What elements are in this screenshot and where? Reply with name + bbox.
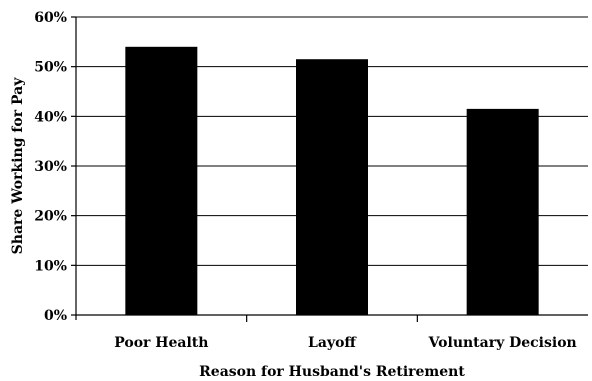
x-tick-label: Voluntary Decision bbox=[428, 335, 577, 351]
y-tick-label: 60% bbox=[34, 10, 67, 26]
x-axis-ticks: Poor Health Layoff Voluntary Decision bbox=[114, 315, 577, 351]
y-tick-label: 10% bbox=[34, 258, 67, 274]
y-axis-title: Share Working for Pay bbox=[10, 77, 26, 255]
y-tick-label: 30% bbox=[34, 159, 67, 175]
x-tick-label: Poor Health bbox=[114, 335, 208, 351]
x-axis-title: Reason for Husband's Retirement bbox=[199, 364, 465, 380]
y-tick-label: 40% bbox=[34, 109, 67, 125]
bar bbox=[125, 46, 198, 316]
axes bbox=[75, 17, 588, 320]
y-tick-label: 20% bbox=[34, 209, 67, 225]
x-tick-label: Layoff bbox=[308, 335, 357, 351]
bar bbox=[466, 108, 539, 315]
y-tick-label: 0% bbox=[44, 308, 67, 324]
y-tick-label: 50% bbox=[34, 60, 67, 76]
bars bbox=[125, 46, 539, 316]
bar bbox=[296, 59, 368, 315]
y-axis-ticks: 0% 10% 20% 30% 40% 50% 60% bbox=[34, 10, 76, 324]
